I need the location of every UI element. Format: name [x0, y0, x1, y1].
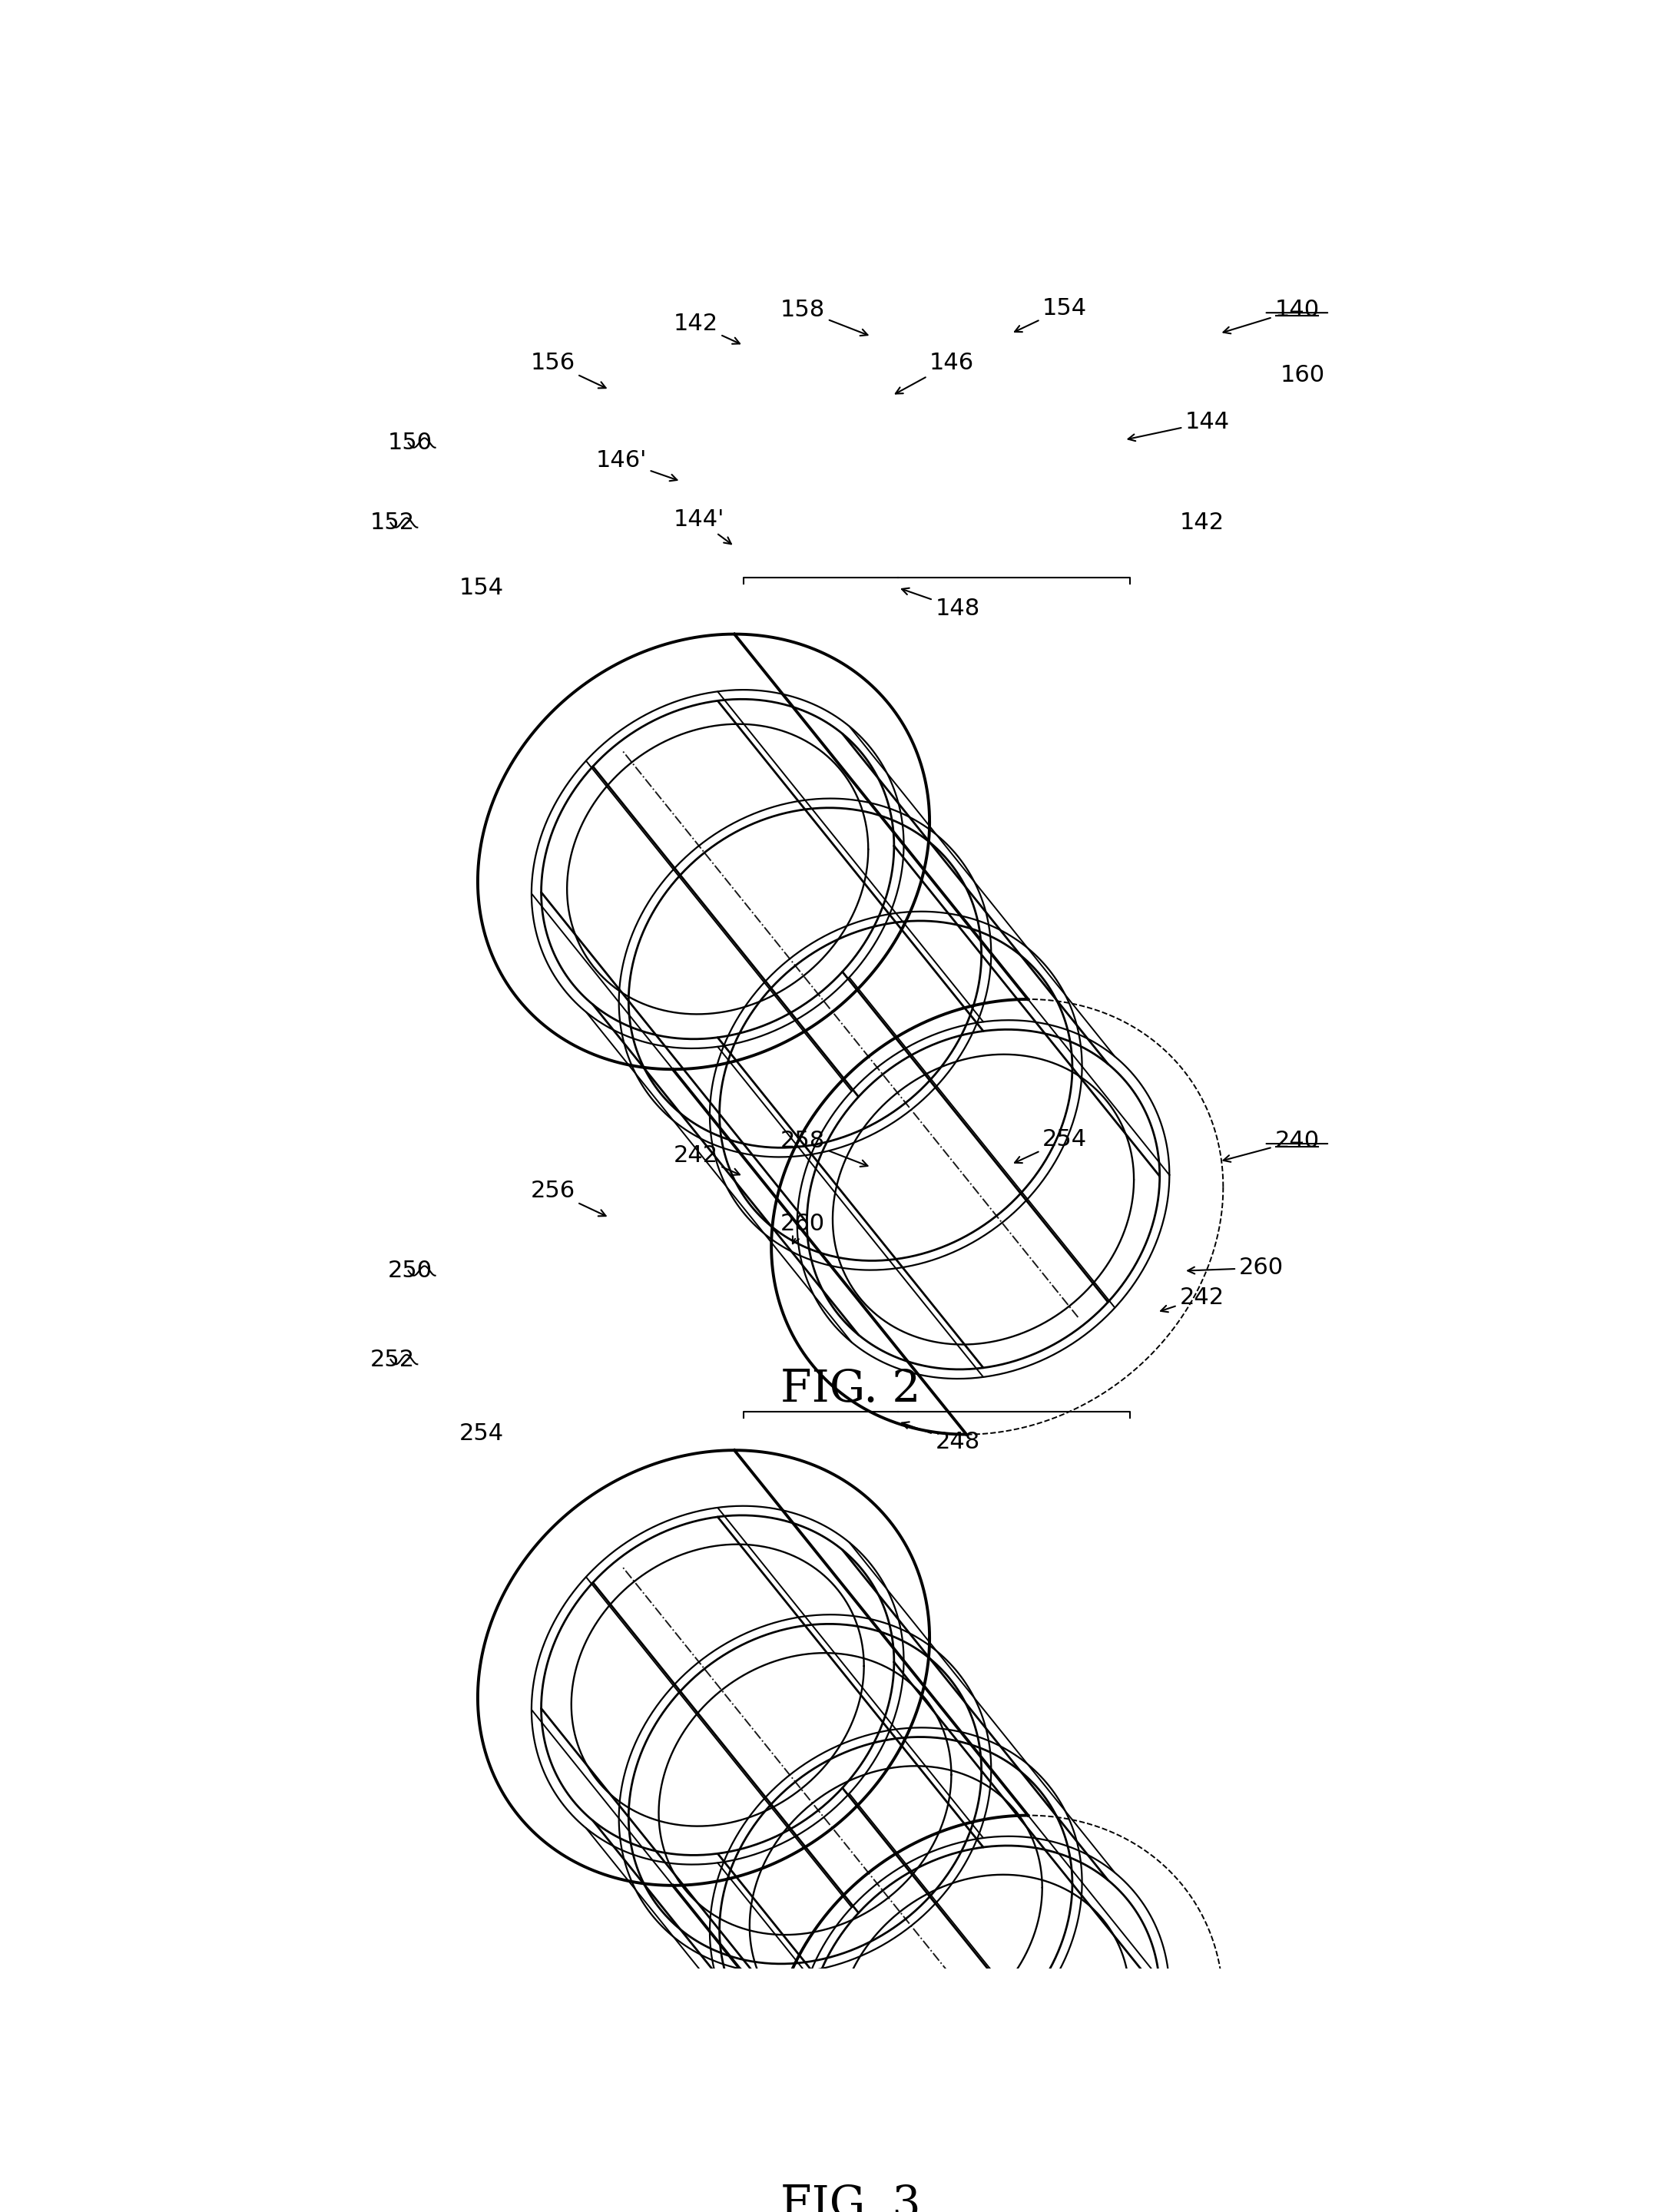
- Text: 258: 258: [780, 1130, 868, 1166]
- Text: 146: 146: [895, 352, 974, 394]
- Text: 144: 144: [1129, 411, 1230, 440]
- Text: 260: 260: [780, 1212, 825, 1243]
- Text: 252: 252: [370, 1349, 415, 1371]
- Text: 142: 142: [674, 312, 740, 343]
- Text: 146': 146': [596, 449, 677, 480]
- Text: 150: 150: [387, 431, 432, 453]
- Text: 254: 254: [460, 1422, 503, 1444]
- Text: 142: 142: [1179, 511, 1223, 533]
- Text: 254: 254: [1014, 1128, 1087, 1164]
- Text: 240: 240: [1223, 1130, 1320, 1161]
- Text: 152: 152: [370, 511, 415, 533]
- Text: 160: 160: [1280, 363, 1325, 385]
- Text: 144': 144': [674, 509, 730, 544]
- Text: 256: 256: [531, 1179, 606, 1217]
- Text: 154: 154: [460, 577, 503, 599]
- Text: 242: 242: [1160, 1287, 1223, 1312]
- Text: 158: 158: [780, 299, 868, 336]
- Text: FIG. 3: FIG. 3: [780, 2183, 921, 2212]
- Text: 154: 154: [1014, 296, 1087, 332]
- Text: 156: 156: [531, 352, 606, 387]
- Text: 242: 242: [674, 1144, 740, 1175]
- Text: 250: 250: [387, 1259, 432, 1283]
- Text: 148: 148: [901, 588, 979, 619]
- Text: FIG. 2: FIG. 2: [780, 1367, 921, 1411]
- Text: 140: 140: [1223, 299, 1320, 334]
- Text: 260: 260: [1189, 1256, 1283, 1279]
- Text: 248: 248: [901, 1422, 979, 1453]
